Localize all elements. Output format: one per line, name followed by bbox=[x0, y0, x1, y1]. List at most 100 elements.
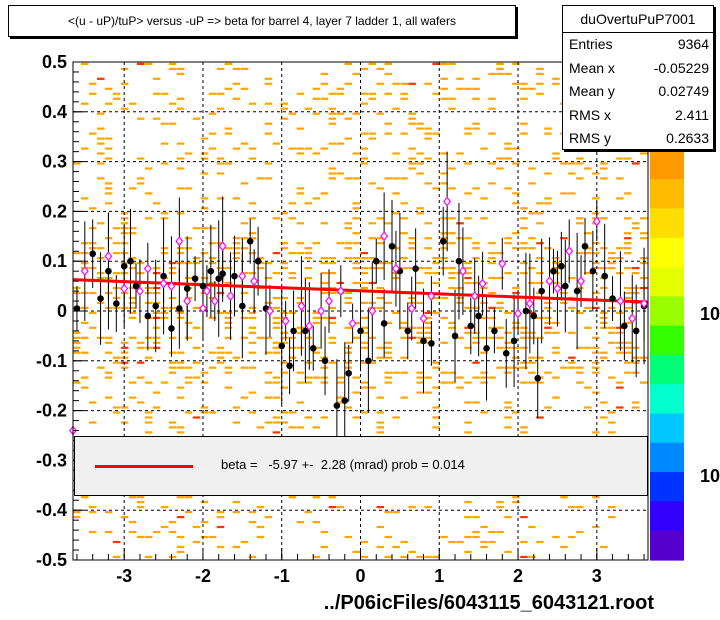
data-point-filled bbox=[428, 340, 435, 347]
heat-cell bbox=[272, 421, 281, 424]
heat-cell bbox=[312, 376, 321, 379]
heat-cell bbox=[216, 162, 225, 165]
heat-cell bbox=[144, 291, 153, 295]
heat-cell bbox=[440, 152, 448, 155]
heat-cell bbox=[104, 192, 113, 195]
heat-cell bbox=[136, 157, 145, 160]
heat-cell bbox=[240, 222, 249, 225]
y-tick-label: -0.5 bbox=[36, 550, 67, 570]
heat-cell bbox=[472, 530, 480, 534]
heat-cell bbox=[416, 162, 424, 165]
heat-cell bbox=[424, 331, 432, 334]
heat-cell bbox=[328, 142, 337, 145]
heat-cell bbox=[440, 62, 448, 65]
heat-cell bbox=[89, 132, 97, 135]
heat-cell bbox=[520, 82, 528, 85]
heat-cell bbox=[440, 97, 448, 100]
heat-cell bbox=[384, 262, 392, 265]
heat-cell bbox=[248, 237, 257, 240]
heat-cell bbox=[512, 366, 520, 369]
heat-cell bbox=[520, 516, 528, 519]
heat-cell bbox=[328, 257, 337, 260]
data-point-open bbox=[616, 296, 625, 307]
heat-cell bbox=[600, 286, 608, 290]
heat-cell bbox=[296, 127, 305, 130]
y-tick-label: -0.1 bbox=[36, 351, 67, 371]
heat-cell bbox=[312, 152, 321, 155]
data-point-filled bbox=[302, 327, 309, 335]
heat-cell bbox=[240, 336, 249, 339]
heat-cell bbox=[112, 92, 121, 95]
heat-cell bbox=[184, 276, 193, 280]
heat-cell bbox=[304, 147, 313, 150]
heat-cell bbox=[208, 147, 217, 150]
heat-cell bbox=[584, 326, 592, 329]
data-point-filled bbox=[522, 307, 530, 315]
heat-cell bbox=[616, 346, 624, 349]
heat-cell bbox=[97, 77, 105, 80]
data-point-open bbox=[265, 306, 274, 316]
data-point-filled bbox=[152, 302, 160, 310]
heat-cell bbox=[248, 521, 257, 524]
heat-cell bbox=[536, 202, 544, 205]
heat-cell bbox=[520, 366, 528, 369]
heat-cell bbox=[520, 361, 528, 364]
heat-cell bbox=[608, 252, 616, 255]
heat-cell bbox=[496, 301, 504, 304]
heat-cell bbox=[81, 147, 89, 150]
heat-cell bbox=[224, 87, 233, 90]
data-point-open bbox=[218, 241, 227, 252]
heat-cell bbox=[368, 97, 376, 100]
heat-cell bbox=[640, 217, 648, 220]
heat-cell bbox=[232, 237, 241, 240]
heat-cell bbox=[81, 496, 89, 499]
heat-cell bbox=[504, 157, 512, 160]
data-point-filled bbox=[290, 327, 297, 335]
y-tick-label: 0.4 bbox=[42, 102, 67, 122]
heat-cell bbox=[544, 321, 552, 324]
heat-cell bbox=[472, 376, 480, 379]
heat-cell bbox=[136, 182, 145, 185]
data-point-open bbox=[380, 231, 389, 242]
heat-cell bbox=[504, 242, 512, 245]
heat-cell bbox=[328, 262, 337, 265]
heat-cell bbox=[112, 356, 121, 359]
data-point-open bbox=[167, 281, 176, 292]
heat-cell bbox=[152, 316, 161, 319]
heat-cell bbox=[472, 87, 480, 90]
heat-cell bbox=[504, 406, 512, 409]
heat-cell bbox=[584, 386, 592, 389]
heat-cell bbox=[496, 72, 504, 75]
heat-cell bbox=[416, 326, 424, 329]
stats-name: duOvertuPuP7001 bbox=[563, 6, 713, 33]
heat-cell bbox=[280, 267, 289, 270]
heat-cell bbox=[200, 172, 209, 175]
heat-cell bbox=[408, 157, 416, 160]
heat-cell bbox=[400, 202, 408, 205]
heat-cell bbox=[312, 496, 321, 499]
chart-title: <(u - uP)/tuP> versus -uP => beta for ba… bbox=[8, 5, 516, 37]
heat-cell bbox=[312, 197, 321, 200]
heat-cell bbox=[400, 232, 408, 235]
heat-cell bbox=[264, 82, 273, 85]
heat-cell bbox=[296, 346, 305, 349]
heat-cell bbox=[144, 555, 153, 558]
data-point-filled bbox=[530, 312, 538, 320]
heat-cell bbox=[184, 336, 193, 339]
heat-cell bbox=[552, 82, 560, 85]
heat-cell bbox=[432, 257, 440, 260]
heat-cell bbox=[376, 421, 384, 424]
heat-cell bbox=[464, 192, 472, 195]
data-point-filled bbox=[254, 257, 262, 265]
heat-cell bbox=[384, 177, 392, 180]
heat-cell bbox=[544, 406, 552, 409]
heat-cell bbox=[328, 321, 337, 324]
heat-cell bbox=[136, 501, 145, 504]
heat-cell bbox=[240, 142, 249, 145]
heat-cell bbox=[464, 306, 472, 309]
heat-cell bbox=[336, 401, 344, 404]
data-point-filled bbox=[420, 337, 427, 345]
heat-cell bbox=[264, 396, 273, 399]
heat-cell bbox=[360, 147, 368, 150]
heat-cell bbox=[440, 172, 448, 175]
